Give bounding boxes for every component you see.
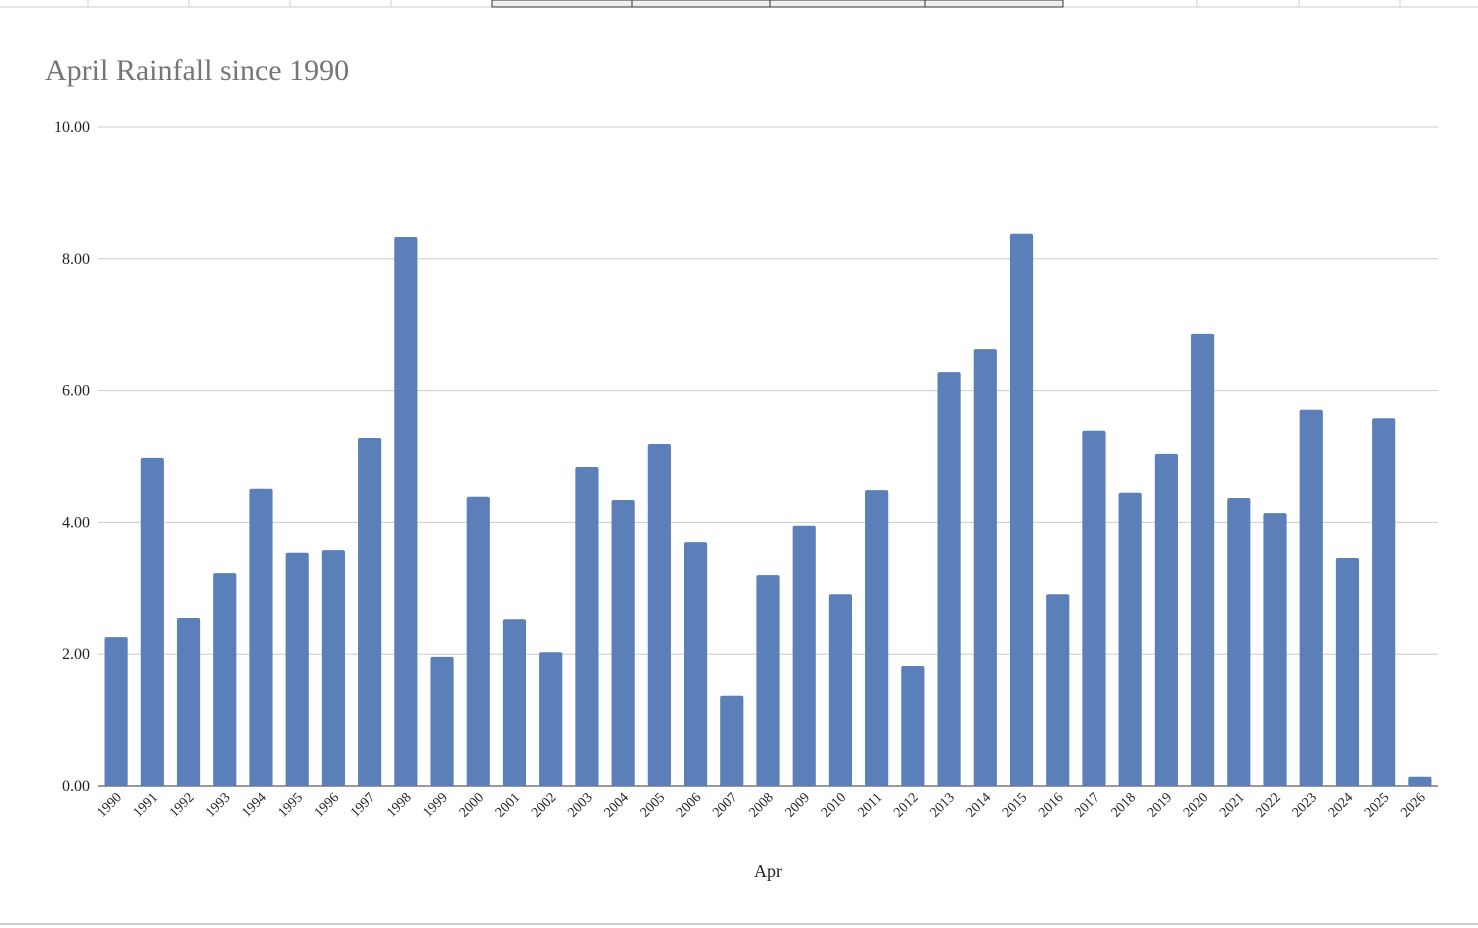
x-tick-label: 1994 [239, 790, 269, 820]
x-tick-label: 2001 [493, 790, 523, 820]
x-tick-label: 2017 [1072, 790, 1102, 820]
bar [828, 594, 853, 786]
bar [285, 552, 309, 786]
bar [1009, 233, 1034, 786]
x-tick-label: 2018 [1109, 790, 1139, 820]
bar [973, 349, 997, 786]
y-tick-label: 10.00 [54, 119, 90, 136]
y-tick-label: 8.00 [62, 251, 90, 268]
x-tick-label: 2004 [602, 790, 632, 820]
y-tick-label: 2.00 [62, 646, 90, 663]
bar [140, 457, 164, 786]
bar [865, 490, 889, 786]
y-tick-label: 6.00 [62, 383, 90, 400]
bar [358, 438, 382, 786]
x-tick-label: 2019 [1145, 790, 1175, 820]
bar [901, 666, 925, 786]
bar [756, 575, 780, 786]
x-tick-label: 2000 [457, 790, 487, 820]
x-tick-label: 2010 [819, 790, 849, 820]
x-tick-label: 2006 [674, 790, 704, 820]
bar [502, 619, 527, 786]
x-tick-label: 1999 [420, 790, 450, 820]
x-tick-label: 2005 [638, 790, 668, 820]
chart-title: April Rainfall since 1990 [45, 54, 349, 87]
x-tick-label: 1993 [203, 790, 233, 820]
x-tick-label: 2015 [1000, 790, 1030, 820]
bar [176, 617, 201, 786]
x-tick-label: 2025 [1362, 790, 1392, 820]
x-tick-label: 2021 [1217, 790, 1247, 820]
bar [1082, 430, 1106, 786]
bar [104, 637, 128, 786]
x-tick-label: 2023 [1290, 790, 1320, 820]
x-tick-label: 1995 [276, 790, 306, 820]
x-tick-label: 2020 [1181, 790, 1211, 820]
bar [1408, 776, 1432, 786]
x-tick-label: 1997 [348, 790, 378, 820]
bar [1191, 333, 1215, 786]
x-axis-label: Apr [754, 861, 782, 881]
bar [575, 467, 599, 786]
x-tick-label: 2007 [710, 790, 740, 820]
bar [1263, 513, 1287, 786]
x-tick-label: 2002 [529, 790, 559, 820]
bar [321, 550, 345, 786]
bar [1372, 418, 1396, 786]
x-tick-label: 2026 [1398, 790, 1428, 820]
bar [720, 695, 744, 786]
x-tick-label: 2012 [891, 790, 921, 820]
bar [1154, 453, 1178, 786]
x-tick-label: 2022 [1253, 790, 1283, 820]
bar [611, 499, 635, 786]
bar [249, 488, 273, 786]
x-tick-label: 2014 [964, 790, 994, 820]
bar [1046, 594, 1070, 786]
x-tick-label: 2016 [1036, 790, 1066, 820]
x-tick-label: 1992 [167, 790, 197, 820]
y-tick-label: 0.00 [62, 778, 90, 795]
x-tick-label: 2011 [855, 790, 885, 820]
x-tick-label: 2008 [746, 790, 776, 820]
bar [430, 656, 454, 786]
bar [1118, 492, 1142, 786]
x-tick-label: 2024 [1326, 790, 1356, 820]
x-tick-label: 1996 [312, 790, 342, 820]
bar [1335, 557, 1360, 786]
bar [466, 496, 490, 786]
y-tick-label: 4.00 [62, 514, 90, 531]
bar [683, 542, 708, 786]
x-tick-label: 1998 [384, 790, 414, 820]
bar [394, 237, 418, 787]
bar [1299, 409, 1323, 786]
bar [792, 525, 816, 786]
bar [1227, 498, 1251, 786]
x-tick-label: 1990 [95, 790, 125, 820]
x-tick-label: 1991 [131, 790, 161, 820]
x-tick-label: 2003 [565, 790, 595, 820]
x-tick-label: 2013 [928, 790, 958, 820]
bar [647, 443, 671, 786]
x-tick-label: 2009 [783, 790, 813, 820]
bar [213, 573, 237, 786]
bar [937, 372, 961, 786]
bar [539, 652, 563, 786]
